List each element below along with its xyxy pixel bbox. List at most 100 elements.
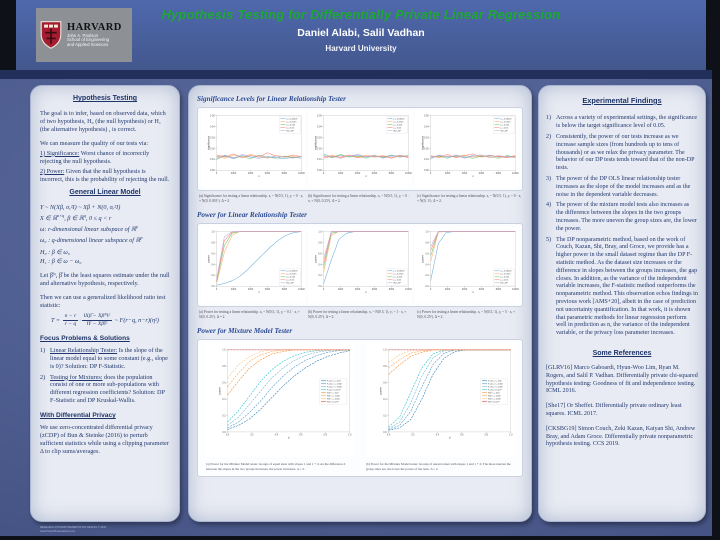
power-linear-chart-a: 0 2000 4000 6000 8000 10000 0.0 0.2 0.4 0.6 0.8 1.0… [200,227,305,304]
svg-text:2000: 2000 [338,172,344,175]
svg-text:0: 0 [430,172,432,175]
zcdp-paragraph: We use zero-concentrated differential pr… [40,423,169,455]
references-heading: Some References [592,349,652,357]
svg-text:F-stat, n = 1000: F-stat, n = 1000 [327,383,342,386]
svg-text:0.2: 0.2 [250,434,254,437]
svg-text:ρ = 0.025: ρ = 0.025 [501,125,511,127]
svg-text:4000: 4000 [247,172,253,175]
svg-text:ρ = 0.05: ρ = 0.05 [393,128,401,130]
hypothesis-testing-heading: Hypothesis Testing [72,95,138,102]
svg-text:0.2: 0.2 [411,434,415,437]
svg-text:1.0: 1.0 [348,434,352,437]
svg-text:0.02: 0.02 [317,147,322,150]
svg-text:ρ = 0.00625: ρ = 0.00625 [286,271,298,273]
significance-charts-panel: 0 2000 4000 6000 8000 10000 0.00 0.01 0.02 0.03 0.… [197,107,523,191]
svg-text:0.4: 0.4 [318,263,322,266]
chart-caption: (a) Significance for testing a linear re… [199,194,303,204]
svg-text:ρ = 0.00625: ρ = 0.00625 [393,271,405,273]
power-linear-section-title: Power for Linear Relationship Tester [197,211,307,220]
svg-text:8000: 8000 [389,172,395,175]
finding-item-3: 3) The power of the DP OLS linear relatio… [546,176,691,198]
svg-text:Non-DP: Non-DP [286,283,294,285]
svg-text:n: n [365,175,367,178]
svg-text:0.0: 0.0 [386,434,390,437]
svg-text:0.8: 0.8 [484,434,488,437]
svg-text:0.00: 0.00 [317,169,322,172]
svg-text:F-stat, n = 1000: F-stat, n = 1000 [488,383,503,386]
focus-problems-heading: Focus Problems & Solutions [40,335,130,343]
references-list: [GLRV16] Marco Gaboardi, Hyun-Woo Lim, R… [546,365,698,449]
svg-text:0.05: 0.05 [424,114,429,117]
experimental-findings-heading: Experimental Findings [582,96,662,105]
svg-text:2000: 2000 [445,172,451,175]
svg-text:F-stat, n = 500: F-stat, n = 500 [488,380,502,383]
quality-paragraph: We can measure the quality of our tests … [40,139,149,147]
finding-item-5: 5) The DP nonparametric method, based on … [546,236,698,337]
svg-text:0.4: 0.4 [211,263,215,266]
svg-text:0.03: 0.03 [210,136,215,139]
chart-caption: (c) Power for testing a linear relations… [417,310,516,320]
svg-text:ρ = 0.05: ρ = 0.05 [286,128,294,130]
svg-text:Non-DP: Non-DP [393,283,401,285]
svg-text:0.0: 0.0 [383,431,387,434]
svg-text:ρ = 0.05: ρ = 0.05 [501,128,509,130]
svg-text:KW, non-DP: KW, non-DP [488,402,500,404]
svg-text:0.0: 0.0 [211,285,215,288]
svg-text:0: 0 [323,288,325,291]
svg-text:1.0: 1.0 [426,231,430,234]
svg-text:6000: 6000 [264,172,270,175]
svg-text:8000: 8000 [389,288,395,291]
chart-caption: (b) Power for the Mixture Model tester. … [366,462,511,471]
svg-text:ρ = 0.025: ρ = 0.025 [286,125,296,127]
svg-text:0.6: 0.6 [383,382,387,385]
svg-text:ρ = 0.00625: ρ = 0.00625 [393,119,405,121]
svg-text:ρ = 0.00625: ρ = 0.00625 [501,119,513,121]
svg-text:0.0: 0.0 [225,434,229,437]
poster-affiliation: Harvard University [325,44,397,53]
svg-text:0.01: 0.01 [317,158,322,161]
svg-text:2000: 2000 [231,288,237,291]
least-squares-paragraph: Let β̂ᴺ, β̂ be the least squares estimat… [40,272,170,288]
svg-text:6000: 6000 [479,172,485,175]
svg-text:ρ = 0.025: ρ = 0.025 [393,125,403,127]
svg-text:4000: 4000 [462,288,468,291]
svg-text:ρ = 0.05: ρ = 0.05 [286,280,294,282]
svg-text:KW, n = 500: KW, n = 500 [488,393,500,395]
svg-text:1.0: 1.0 [383,349,387,352]
svg-text:10000: 10000 [298,172,305,175]
svg-text:10000: 10000 [298,288,305,291]
svg-text:ρ = 0.00625: ρ = 0.00625 [286,119,298,121]
svg-text:ρ = 0.0125: ρ = 0.0125 [286,122,297,124]
chart-caption: (c) Significance for testing a linear re… [417,194,521,204]
svg-text:KW, n = 500: KW, n = 500 [327,393,339,395]
significance-captions: (a) Significance for testing a linear re… [199,194,521,204]
svg-text:KW, n = 1000: KW, n = 1000 [488,396,501,398]
svg-text:Non-DP: Non-DP [393,131,401,133]
svg-text:4000: 4000 [355,288,361,291]
svg-text:1.0: 1.0 [509,434,513,437]
svg-text:4000: 4000 [462,172,468,175]
svg-text:0.03: 0.03 [317,136,322,139]
power-linear-chart-b: 0 2000 4000 6000 8000 10000 0.0 0.2 0.4 0.6 0.8 1.0… [307,227,412,304]
significance-section-title: Significance Levels for Linear Relations… [197,95,346,103]
svg-text:F-stat, n = 500: F-stat, n = 500 [327,380,341,383]
svg-text:KW, n = 2000: KW, n = 2000 [488,399,501,401]
svg-text:0.4: 0.4 [222,398,226,401]
svg-text:6000: 6000 [479,288,485,291]
svg-text:0.02: 0.02 [424,147,429,150]
svg-text:6000: 6000 [372,288,378,291]
svg-text:0.8: 0.8 [383,365,387,368]
svg-text:power: power [421,255,425,262]
svg-text:0.8: 0.8 [222,365,226,368]
svg-text:d: d [287,436,289,440]
svg-text:0.2: 0.2 [222,415,226,418]
svg-text:KW, non-DP: KW, non-DP [327,402,339,404]
svg-text:0.6: 0.6 [222,382,226,385]
significance-chart-b: 0 2000 4000 6000 8000 10000 0.00 0.01 0.02 0.03 0.… [307,111,412,187]
chart-caption: (a) Power for testing a linear relations… [199,310,300,320]
svg-text:Non-DP: Non-DP [286,131,294,133]
svg-text:F-stat, n = 2000: F-stat, n = 2000 [327,386,342,389]
svg-text:4000: 4000 [355,172,361,175]
right-column-card: Experimental Findings 1) Across a variety… [538,85,706,522]
